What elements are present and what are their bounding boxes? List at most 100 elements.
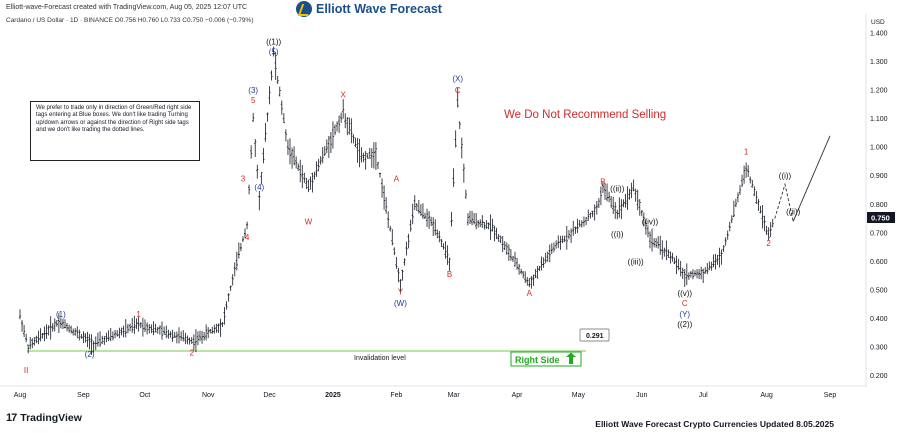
y-tick-label: 0.300 xyxy=(870,345,888,352)
price-bar xyxy=(303,172,306,183)
price-bars xyxy=(18,46,774,355)
price-bar xyxy=(557,235,560,249)
price-bar xyxy=(370,148,373,168)
price-bar xyxy=(517,263,521,275)
price-bar xyxy=(612,196,615,214)
price-bar xyxy=(260,172,263,185)
price-bar xyxy=(374,142,378,170)
price-bar xyxy=(342,99,345,119)
price-bar xyxy=(407,233,410,249)
price-bar xyxy=(55,320,58,327)
price-bar xyxy=(160,321,164,340)
price-bar xyxy=(534,268,537,278)
price-bar xyxy=(368,147,371,159)
price-bar xyxy=(681,267,684,280)
price-bar xyxy=(708,261,711,271)
price-bar xyxy=(141,317,144,337)
price-bar xyxy=(526,277,529,286)
price-bar xyxy=(693,270,697,277)
price-bar xyxy=(755,190,758,204)
price-bar xyxy=(626,186,629,210)
price-bar xyxy=(427,211,431,229)
price-bar xyxy=(403,258,406,266)
price-bar xyxy=(747,165,750,177)
price-bar xyxy=(771,218,774,228)
price-bar xyxy=(305,177,308,190)
price-bar xyxy=(67,324,71,333)
price-bar xyxy=(340,112,343,123)
price-bar xyxy=(524,271,527,284)
price-bar xyxy=(346,117,349,136)
price-bar xyxy=(434,219,437,236)
wave-label: (Y) xyxy=(679,310,690,319)
wave-label: C xyxy=(682,299,688,308)
price-bar xyxy=(49,316,52,340)
wave-label: X xyxy=(341,90,347,99)
price-bar xyxy=(33,337,36,346)
price-bar xyxy=(103,336,106,345)
price-bar xyxy=(321,147,324,164)
y-tick-label: 1.000 xyxy=(870,145,888,152)
price-bar xyxy=(511,255,515,262)
price-bar xyxy=(487,222,490,230)
wave-label: Y xyxy=(398,287,404,296)
price-bar xyxy=(472,212,476,225)
price-bar xyxy=(720,249,723,265)
price-bar xyxy=(348,117,351,135)
price-bar xyxy=(761,204,764,229)
y-tick-label: 1.100 xyxy=(870,116,888,123)
symbol-line: Cardano / US Dollar · 1D · BINANCE O0.75… xyxy=(6,17,254,24)
price-bar xyxy=(241,236,245,243)
price-bar xyxy=(389,225,392,232)
wave-label: 4 xyxy=(245,233,250,242)
price-bar xyxy=(192,334,195,351)
up-arrow-icon xyxy=(566,352,576,364)
price-bar xyxy=(591,210,594,217)
price-bar xyxy=(237,242,240,259)
price-bar xyxy=(184,332,187,345)
price-bar xyxy=(31,338,34,349)
price-bar xyxy=(258,190,261,211)
price-bar xyxy=(489,214,492,240)
wave-label: 1 xyxy=(744,147,749,156)
price-bar xyxy=(146,322,149,335)
price-bar xyxy=(350,118,353,144)
y-tick-label: 0.400 xyxy=(870,316,888,323)
price-bar xyxy=(177,327,181,344)
price-bar xyxy=(710,261,713,271)
price-bar xyxy=(677,258,680,271)
price-bar xyxy=(331,121,335,149)
x-tick-label: Jun xyxy=(636,392,647,399)
price-bar xyxy=(329,132,333,154)
x-tick-label: Mar xyxy=(448,392,461,399)
price-bar xyxy=(133,315,136,334)
price-bar xyxy=(313,171,316,180)
price-bar xyxy=(574,226,577,234)
price-bar xyxy=(53,318,56,332)
price-bar xyxy=(364,150,367,170)
price-bar xyxy=(491,218,494,232)
price-bar xyxy=(462,163,465,183)
price-bar xyxy=(620,199,623,220)
price-bar xyxy=(92,340,95,353)
tradingview-logo: 17 TradingView xyxy=(6,412,82,424)
price-bar xyxy=(335,121,339,132)
price-bar xyxy=(421,203,425,219)
x-tick-label: Sep xyxy=(824,392,837,399)
price-bar xyxy=(61,318,65,330)
x-tick-label: Nov xyxy=(202,392,215,399)
price-bar xyxy=(646,225,650,238)
price-bar xyxy=(139,322,142,329)
price-bar xyxy=(585,217,588,226)
price-bar xyxy=(356,137,359,163)
price-bar xyxy=(98,331,102,347)
price-bar xyxy=(509,249,513,261)
price-bar xyxy=(757,198,760,211)
price-bar xyxy=(111,331,115,341)
y-tick-label: 0.700 xyxy=(870,230,888,237)
price-bar xyxy=(567,229,571,240)
price-bar xyxy=(209,329,212,334)
price-bar xyxy=(22,325,26,337)
price-bar xyxy=(515,257,519,270)
